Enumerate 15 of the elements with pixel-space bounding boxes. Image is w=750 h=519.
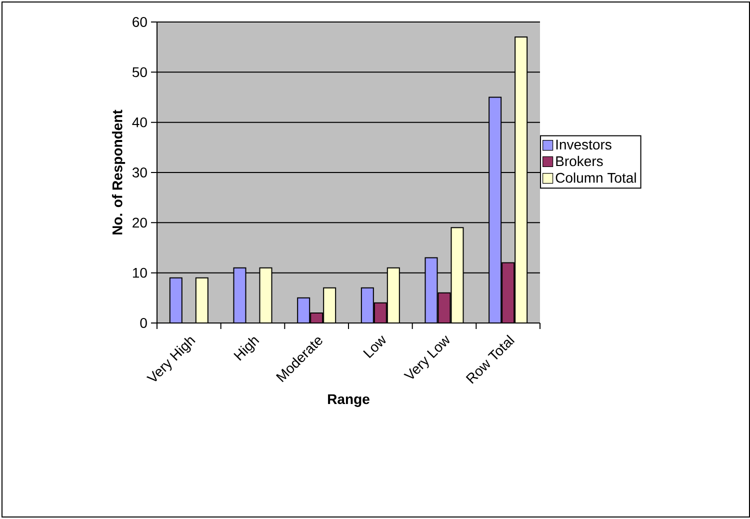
x-axis-title: Range <box>328 394 370 407</box>
y-tick-label: 60 <box>132 17 147 27</box>
y-tick-label: 20 <box>132 218 147 228</box>
legend-label: Investors <box>556 140 612 150</box>
x-tick-label: Low <box>363 336 386 358</box>
y-tick-label: 10 <box>132 268 147 278</box>
x-tick-label: Very High <box>146 337 196 382</box>
y-tick-label: 30 <box>132 168 147 178</box>
x-tick-label: Very Low <box>404 336 450 379</box>
legend-label: Column Total <box>556 172 636 183</box>
y-axis-title: No. of Respondent <box>112 110 126 234</box>
y-tick-label: 40 <box>132 117 147 128</box>
y-tick-label: 50 <box>132 67 147 78</box>
legend-label: Brokers <box>556 156 603 166</box>
y-tick-label: 0 <box>140 318 147 328</box>
